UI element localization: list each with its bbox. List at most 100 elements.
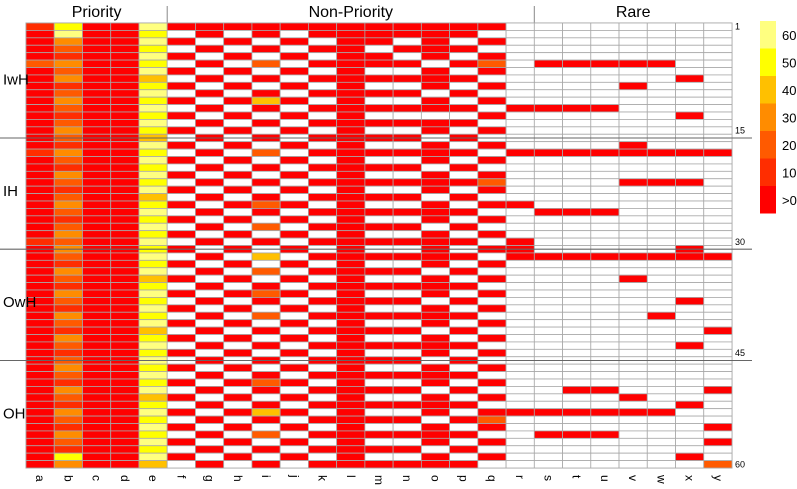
heatmap-cell [166, 252, 196, 261]
heatmap-cell [562, 141, 592, 150]
heatmap-cell [53, 119, 83, 128]
heatmap-cell [279, 378, 309, 387]
heatmap-cell [166, 81, 196, 91]
heatmap-cell [307, 89, 338, 98]
heatmap-cell [392, 111, 422, 120]
heatmap-cell [138, 81, 168, 91]
heatmap-cell [703, 304, 733, 313]
heatmap-cell [82, 178, 112, 187]
heatmap-cell [82, 81, 112, 91]
heatmap-cell [646, 141, 676, 150]
heatmap-cell [533, 326, 563, 335]
heatmap-cell [449, 437, 479, 447]
heatmap-cell [251, 52, 281, 61]
heatmap-cell [307, 193, 338, 202]
heatmap-cell [82, 89, 112, 98]
heatmap-cell [166, 156, 196, 165]
heatmap-cell [279, 319, 309, 328]
heatmap-cell [703, 289, 733, 298]
heatmap-cell [392, 96, 422, 105]
heatmap-cell [110, 319, 140, 328]
heatmap-cell [307, 259, 338, 269]
heatmap-cell [646, 156, 676, 165]
heatmap-cell [138, 67, 168, 76]
heatmap-cell [336, 215, 366, 224]
heatmap-cell [223, 193, 253, 202]
heatmap-cell [420, 408, 450, 417]
heatmap-cell [336, 282, 366, 291]
heatmap-cell [82, 304, 112, 313]
heatmap-cell [25, 400, 55, 410]
heatmap-cell [138, 30, 168, 39]
heatmap-cell [195, 415, 225, 424]
heatmap-cell [279, 30, 309, 39]
heatmap-cell [449, 81, 479, 91]
heatmap-cell [53, 371, 83, 380]
heatmap-cell [279, 163, 309, 172]
heatmap-cell [25, 237, 55, 246]
heatmap-cell [618, 304, 648, 313]
heatmap-cell [223, 386, 253, 395]
heatmap-cell [590, 289, 620, 298]
heatmap-cell [364, 408, 394, 417]
heatmap-cell [82, 237, 112, 246]
heatmap-cell [25, 52, 55, 61]
heatmap-cell [618, 319, 648, 328]
heatmap-cell [251, 430, 281, 439]
heatmap-cell [336, 200, 366, 209]
heatmap-cell [646, 222, 676, 232]
heatmap-cell [223, 237, 253, 246]
heatmap-cell [364, 371, 394, 380]
heatmap-cell [82, 274, 112, 283]
heatmap-cell [449, 460, 479, 469]
heatmap-cell [53, 111, 83, 120]
heatmap-cell [477, 348, 507, 358]
heatmap-cell [477, 185, 507, 194]
heatmap-cell [364, 297, 394, 306]
heatmap-cell [166, 44, 196, 54]
heatmap-cell [223, 415, 253, 424]
heatmap-cell [336, 408, 366, 417]
heatmap-cell [505, 415, 535, 424]
heatmap-cell [195, 319, 225, 328]
heatmap-cell [166, 89, 196, 98]
heatmap-cell [307, 289, 338, 298]
heatmap-cell [251, 178, 281, 187]
heatmap-cell [364, 267, 394, 276]
column-tick-label: d [118, 475, 132, 482]
heatmap-cell [110, 148, 140, 157]
heatmap-cell [618, 22, 648, 31]
heatmap-cell [703, 96, 733, 105]
heatmap-cell [646, 111, 676, 120]
heatmap-cell [82, 452, 112, 461]
heatmap-cell [562, 460, 592, 469]
heatmap-cell [223, 148, 253, 157]
heatmap-cell [223, 222, 253, 232]
heatmap-cell [449, 274, 479, 283]
heatmap-cell [449, 44, 479, 54]
heatmap-cell [364, 282, 394, 291]
heatmap-cell [251, 59, 281, 68]
heatmap-cell [82, 185, 112, 194]
heatmap-cell [336, 326, 366, 335]
heatmap-cell [618, 252, 648, 261]
column-tick-label: h [231, 475, 245, 482]
heatmap-cell [675, 208, 705, 217]
heatmap-cell [364, 445, 394, 454]
heatmap-cell [505, 348, 535, 358]
heatmap-cell [223, 259, 253, 269]
heatmap-cell [364, 415, 394, 424]
heatmap-cell [703, 44, 733, 54]
heatmap-cell [618, 282, 648, 291]
heatmap-cell [364, 178, 394, 187]
heatmap-cell [364, 452, 394, 461]
heatmap-cell [223, 371, 253, 380]
heatmap-cell [703, 193, 733, 202]
heatmap-cell [646, 200, 676, 209]
heatmap-cell [675, 289, 705, 298]
heatmap-cell [223, 423, 253, 432]
heatmap-cell [25, 185, 55, 194]
heatmap-cell [420, 119, 450, 128]
heatmap-cell [166, 348, 196, 358]
heatmap-cell [25, 393, 55, 402]
